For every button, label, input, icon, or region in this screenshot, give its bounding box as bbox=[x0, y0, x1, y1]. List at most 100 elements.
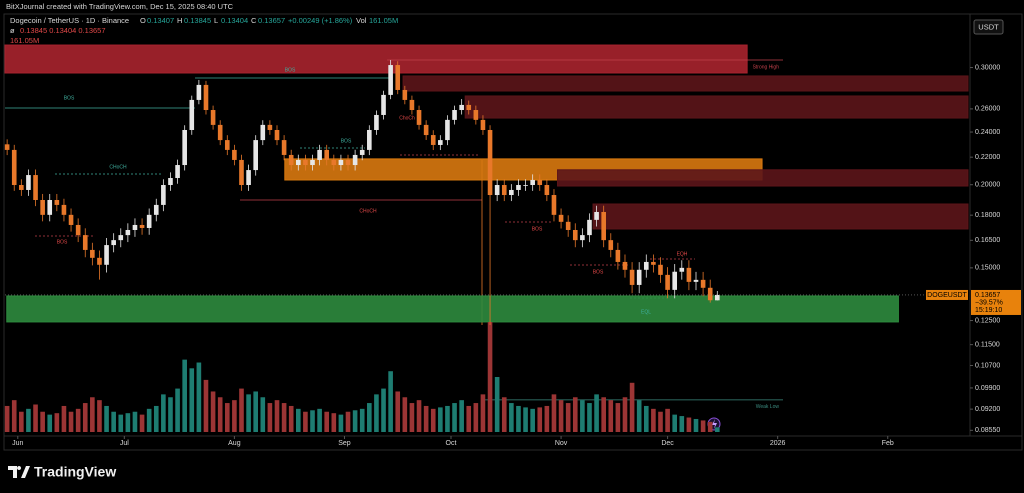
price-tag-box bbox=[971, 289, 1021, 315]
volume-bar bbox=[679, 416, 685, 432]
y-tick-label: 0.10700 bbox=[975, 362, 1000, 369]
price-tag-change: −39.57% bbox=[975, 299, 1003, 306]
volume-bar bbox=[395, 391, 401, 432]
candle-body bbox=[445, 119, 450, 141]
candle-body bbox=[530, 179, 535, 186]
candle-body bbox=[516, 185, 521, 190]
volume-bar bbox=[565, 403, 571, 432]
volume-bar bbox=[33, 404, 38, 432]
volume-bar bbox=[416, 400, 422, 432]
candle-body bbox=[359, 149, 365, 155]
volume-bar bbox=[530, 408, 535, 432]
candle-body bbox=[374, 114, 379, 130]
volume-bar bbox=[90, 397, 95, 432]
volume-bar bbox=[210, 391, 216, 432]
candle-body bbox=[416, 110, 422, 125]
volume-bar bbox=[466, 405, 472, 432]
volume-bar bbox=[629, 382, 635, 432]
volume-bar bbox=[445, 405, 450, 432]
candle-body bbox=[90, 249, 95, 258]
currency[interactable]: USDT bbox=[978, 22, 999, 31]
ohlc-key: C bbox=[251, 16, 257, 25]
candle-body bbox=[260, 124, 266, 141]
volume-bar bbox=[636, 400, 642, 432]
volume-bar bbox=[239, 388, 244, 432]
candle-body bbox=[544, 185, 550, 196]
x-tick-label: 2026 bbox=[770, 440, 786, 447]
volume-bar bbox=[459, 400, 464, 432]
volume-bar bbox=[295, 408, 301, 432]
candle-body bbox=[438, 140, 443, 145]
candle-body bbox=[168, 178, 173, 186]
candle-body bbox=[118, 235, 124, 241]
candle-body bbox=[523, 185, 528, 186]
volume-bar bbox=[608, 400, 614, 432]
candle-body bbox=[246, 170, 251, 186]
x-tick-label: Oct bbox=[446, 440, 457, 447]
candle-body bbox=[47, 199, 53, 215]
volume-bar bbox=[139, 414, 145, 432]
volume-bar bbox=[658, 411, 663, 432]
alert-bolt bbox=[712, 419, 717, 429]
candle-body bbox=[643, 261, 649, 270]
structure-label: BOS bbox=[532, 226, 543, 232]
volume-bar bbox=[693, 418, 699, 432]
candle-body bbox=[402, 89, 408, 100]
candle-body bbox=[345, 159, 351, 166]
candle-body bbox=[700, 279, 706, 288]
zone bbox=[464, 95, 969, 119]
volume-bar bbox=[558, 400, 564, 432]
candle-body bbox=[125, 229, 131, 236]
candle-body bbox=[494, 185, 500, 196]
candle-body bbox=[615, 249, 621, 262]
candle-body bbox=[217, 124, 223, 141]
y-tick-label: 0.09200 bbox=[975, 406, 1000, 413]
volume-bar bbox=[700, 420, 706, 432]
level-label: Strong High bbox=[753, 64, 780, 70]
volume-bar bbox=[409, 403, 415, 432]
y-tick-label: 0.22000 bbox=[975, 154, 1000, 161]
volume-bar bbox=[281, 403, 287, 432]
logo-text[interactable]: TradingView bbox=[34, 464, 116, 480]
candle-body bbox=[61, 204, 67, 215]
volume-bar bbox=[267, 403, 273, 432]
candle-body bbox=[267, 124, 273, 130]
tradingview-logo[interactable]: TradingView bbox=[8, 464, 116, 480]
candle-body bbox=[288, 154, 294, 166]
volume-bar bbox=[707, 421, 713, 432]
volume-bar bbox=[665, 408, 670, 432]
volume-bar bbox=[61, 405, 67, 432]
candle-body bbox=[182, 129, 187, 166]
volume-bar bbox=[274, 400, 280, 432]
volume-bar bbox=[246, 394, 251, 432]
volume-bar bbox=[153, 405, 159, 432]
candle-body bbox=[281, 140, 287, 155]
zone bbox=[557, 169, 969, 187]
volume-bar bbox=[260, 397, 266, 432]
price-tag-countdown: 15:19:10 bbox=[975, 307, 1002, 314]
candle-body bbox=[651, 261, 656, 265]
volume-bar bbox=[452, 403, 457, 432]
volume-bar bbox=[146, 408, 152, 432]
volume-bar bbox=[523, 407, 528, 432]
candle-body bbox=[629, 269, 635, 285]
currency-box[interactable] bbox=[973, 19, 1004, 35]
volume-bar bbox=[402, 397, 408, 432]
candle-body bbox=[537, 179, 543, 186]
candle-body bbox=[565, 221, 571, 230]
candle-body bbox=[551, 195, 557, 215]
structure-label: BOS bbox=[285, 67, 296, 73]
volume-line: 161.05M bbox=[10, 36, 39, 45]
structure-label: BOS bbox=[341, 138, 352, 144]
x-tick-label: Jul bbox=[120, 440, 129, 447]
candle-body bbox=[580, 235, 585, 241]
indicator-icon[interactable]: ø bbox=[10, 26, 15, 35]
volume-bar bbox=[54, 413, 60, 432]
candle-body bbox=[239, 159, 244, 186]
volume-bar bbox=[601, 397, 606, 432]
candle-body bbox=[161, 185, 166, 205]
volume-bar bbox=[303, 411, 308, 432]
volume-bar bbox=[594, 394, 599, 432]
volume-bar bbox=[367, 403, 372, 432]
